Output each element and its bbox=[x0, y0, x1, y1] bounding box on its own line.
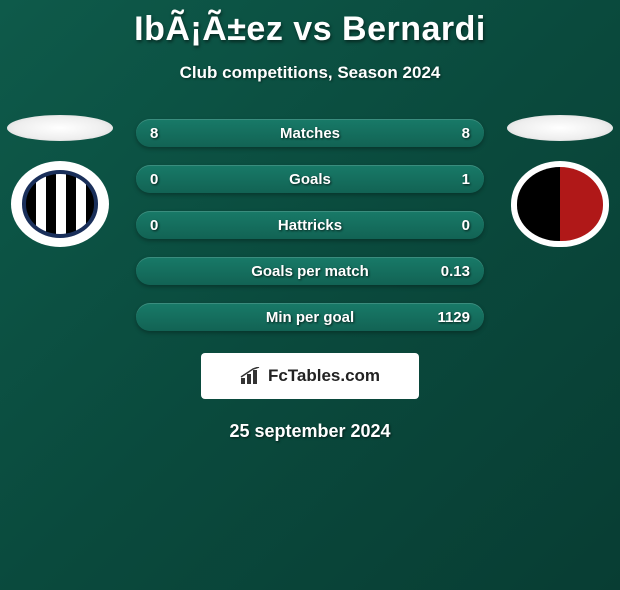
stat-right-value: 0 bbox=[428, 217, 470, 234]
stat-row-hattricks: 0 Hattricks 0 bbox=[136, 211, 484, 239]
stat-right-value: 1 bbox=[428, 171, 470, 188]
stat-label: Min per goal bbox=[266, 309, 354, 326]
subtitle: Club competitions, Season 2024 bbox=[0, 63, 620, 83]
chart-icon bbox=[240, 367, 262, 385]
page-title: IbÃ¡Ã±ez vs Bernardi bbox=[0, 10, 620, 49]
stat-right-value: 1129 bbox=[428, 309, 470, 326]
crest-right-inner bbox=[517, 167, 603, 241]
stat-row-goals: 0 Goals 1 bbox=[136, 165, 484, 193]
stat-right-value: 0.13 bbox=[428, 263, 470, 280]
club-crest-right bbox=[511, 161, 609, 247]
player-left-avatar bbox=[7, 115, 113, 141]
player-left-column bbox=[0, 113, 120, 247]
crest-right-red bbox=[560, 167, 603, 241]
stat-label: Matches bbox=[280, 125, 340, 142]
comparison-block: 8 Matches 8 0 Goals 1 0 Hattricks 0 Goal… bbox=[0, 113, 620, 442]
stat-left-value: 0 bbox=[150, 171, 192, 188]
stat-left-value: 0 bbox=[150, 217, 192, 234]
date-line: 25 september 2024 bbox=[0, 421, 620, 442]
brand-box[interactable]: FcTables.com bbox=[201, 353, 419, 399]
brand-text: FcTables.com bbox=[268, 366, 380, 386]
stats-table: 8 Matches 8 0 Goals 1 0 Hattricks 0 Goal… bbox=[136, 113, 484, 331]
stat-label: Goals bbox=[289, 171, 331, 188]
stat-row-goals-per-match: Goals per match 0.13 bbox=[136, 257, 484, 285]
player-right-avatar bbox=[507, 115, 613, 141]
stat-left-value: 8 bbox=[150, 125, 192, 142]
stat-right-value: 8 bbox=[428, 125, 470, 142]
player-right-column bbox=[500, 113, 620, 247]
stat-row-min-per-goal: Min per goal 1129 bbox=[136, 303, 484, 331]
stat-label: Hattricks bbox=[278, 217, 342, 234]
crest-right-black bbox=[517, 167, 560, 241]
crest-left-stripes bbox=[22, 170, 98, 237]
stat-row-matches: 8 Matches 8 bbox=[136, 119, 484, 147]
club-crest-left bbox=[11, 161, 109, 247]
stat-label: Goals per match bbox=[251, 263, 369, 280]
